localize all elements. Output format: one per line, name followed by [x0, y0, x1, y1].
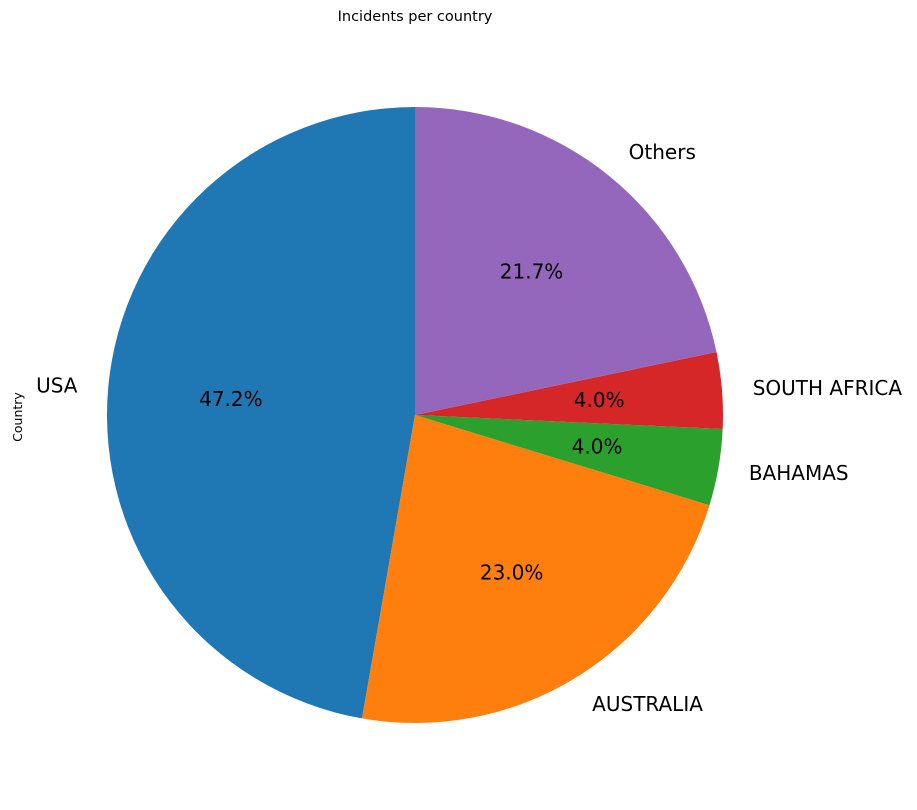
slice-percent-usa: 47.2%	[199, 387, 263, 411]
slice-label-others: Others	[629, 140, 696, 164]
pie-slice-others	[415, 107, 717, 415]
slice-percent-australia: 23.0%	[480, 561, 544, 585]
pie-slice-usa	[106, 107, 416, 719]
slice-percent-bahamas: 4.0%	[572, 435, 623, 459]
slice-label-australia: AUSTRALIA	[592, 692, 703, 716]
pie-labels: USA 47.2% AUSTRALIA 23.0% BAHAMAS 4.0% SOUTH A…	[36, 140, 902, 716]
slice-label-south-africa: SOUTH AFRICA	[753, 376, 903, 400]
y-axis-label: Country	[10, 392, 25, 442]
slice-percent-south-africa: 4.0%	[574, 388, 625, 412]
pie-slice-south-africa	[415, 352, 723, 430]
pie-slice-bahamas	[415, 415, 723, 506]
slice-label-bahamas: BAHAMAS	[749, 461, 849, 485]
pie-slice-australia	[361, 415, 710, 723]
slice-label-usa: USA	[36, 374, 78, 398]
chart-title: Incidents per country	[338, 9, 493, 25]
pie-slices	[106, 107, 723, 723]
slice-percent-others: 21.7%	[500, 260, 564, 284]
